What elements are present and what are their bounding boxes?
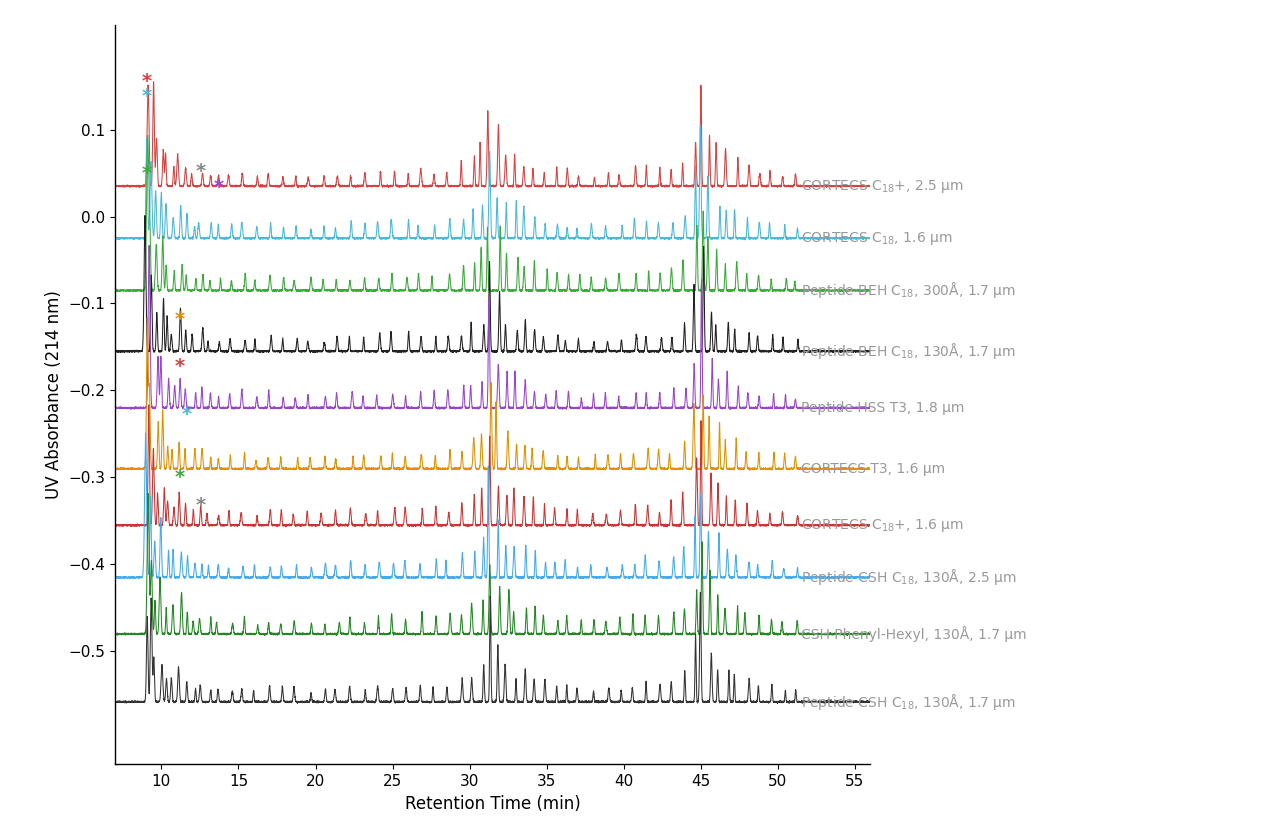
Text: *: * xyxy=(175,468,186,487)
Text: *: * xyxy=(196,496,206,515)
Text: *: * xyxy=(142,72,152,92)
Text: *: * xyxy=(214,178,224,197)
Text: *: * xyxy=(182,406,192,424)
Text: Peptide BEH C$_{18}$, 130Å, 1.7 μm: Peptide BEH C$_{18}$, 130Å, 1.7 μm xyxy=(801,341,1015,361)
Text: *: * xyxy=(142,164,152,182)
Text: Peptide HSS T3, 1.8 μm: Peptide HSS T3, 1.8 μm xyxy=(801,401,964,415)
Y-axis label: UV Absorbance (214 nm): UV Absorbance (214 nm) xyxy=(45,291,63,499)
Text: CORTECS C$_{18}$+, 2.5 μm: CORTECS C$_{18}$+, 2.5 μm xyxy=(801,177,964,195)
Text: CORTECS C$_{18}$, 1.6 μm: CORTECS C$_{18}$, 1.6 μm xyxy=(801,230,952,247)
Text: *: * xyxy=(175,357,186,375)
Text: CSH Phenyl-Hexyl, 130Å, 1.7 μm: CSH Phenyl-Hexyl, 130Å, 1.7 μm xyxy=(801,626,1027,642)
Text: *: * xyxy=(196,162,206,181)
X-axis label: Retention Time (min): Retention Time (min) xyxy=(404,795,581,812)
Text: Peptide BEH C$_{18}$, 300Å, 1.7 μm: Peptide BEH C$_{18}$, 300Å, 1.7 μm xyxy=(801,281,1015,301)
Text: Peptide CSH C$_{18}$, 130Å, 2.5 μm: Peptide CSH C$_{18}$, 130Å, 2.5 μm xyxy=(801,568,1018,587)
Text: *: * xyxy=(175,310,186,328)
Text: CORTECS C$_{18}$+, 1.6 μm: CORTECS C$_{18}$+, 1.6 μm xyxy=(801,517,964,533)
Text: *: * xyxy=(142,87,152,106)
Text: Peptide CSH C$_{18}$, 130Å, 1.7 μm: Peptide CSH C$_{18}$, 130Å, 1.7 μm xyxy=(801,692,1016,711)
Text: CORTECS T3, 1.6 μm: CORTECS T3, 1.6 μm xyxy=(801,462,945,475)
